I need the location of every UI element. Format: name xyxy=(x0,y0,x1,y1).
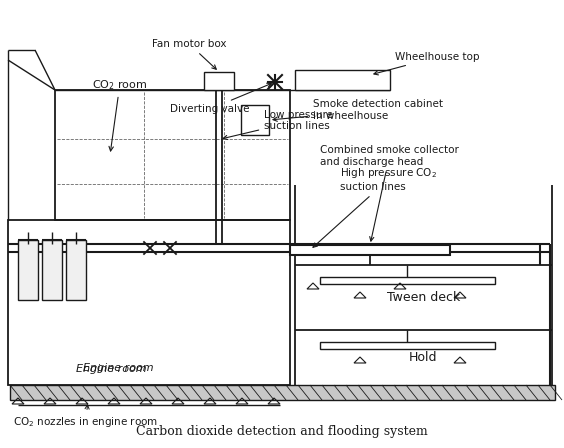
Text: Hold: Hold xyxy=(409,351,438,364)
Bar xyxy=(55,90,290,220)
Text: Engine room: Engine room xyxy=(76,364,147,374)
Bar xyxy=(8,220,290,385)
Text: Diverting valve: Diverting valve xyxy=(170,83,271,114)
Text: Smoke detection cabinet
in wheelhouse: Smoke detection cabinet in wheelhouse xyxy=(273,99,443,121)
Text: Carbon dioxide detection and flooding system: Carbon dioxide detection and flooding sy… xyxy=(136,426,428,439)
Text: CO$_2$ room: CO$_2$ room xyxy=(92,78,148,151)
Bar xyxy=(295,70,390,90)
Text: Tween deck: Tween deck xyxy=(387,291,460,304)
Text: Fan motor box: Fan motor box xyxy=(152,39,227,69)
Bar xyxy=(66,240,86,300)
Text: CO$_2$ nozzles in engine room: CO$_2$ nozzles in engine room xyxy=(13,405,158,429)
Bar xyxy=(18,240,38,300)
Bar xyxy=(241,105,269,135)
Bar xyxy=(320,342,495,349)
Bar xyxy=(10,385,555,400)
Text: Wheelhouse top: Wheelhouse top xyxy=(374,52,479,75)
Bar xyxy=(290,245,450,255)
Text: Low pressure
suction lines: Low pressure suction lines xyxy=(223,110,333,139)
Bar xyxy=(320,277,495,284)
Text: Engine room: Engine room xyxy=(83,363,153,373)
Text: Combined smoke collector
and discharge head: Combined smoke collector and discharge h… xyxy=(320,146,459,241)
Bar xyxy=(42,240,62,300)
Bar xyxy=(204,72,234,90)
Text: High pressure CO$_2$
suction lines: High pressure CO$_2$ suction lines xyxy=(313,166,437,247)
